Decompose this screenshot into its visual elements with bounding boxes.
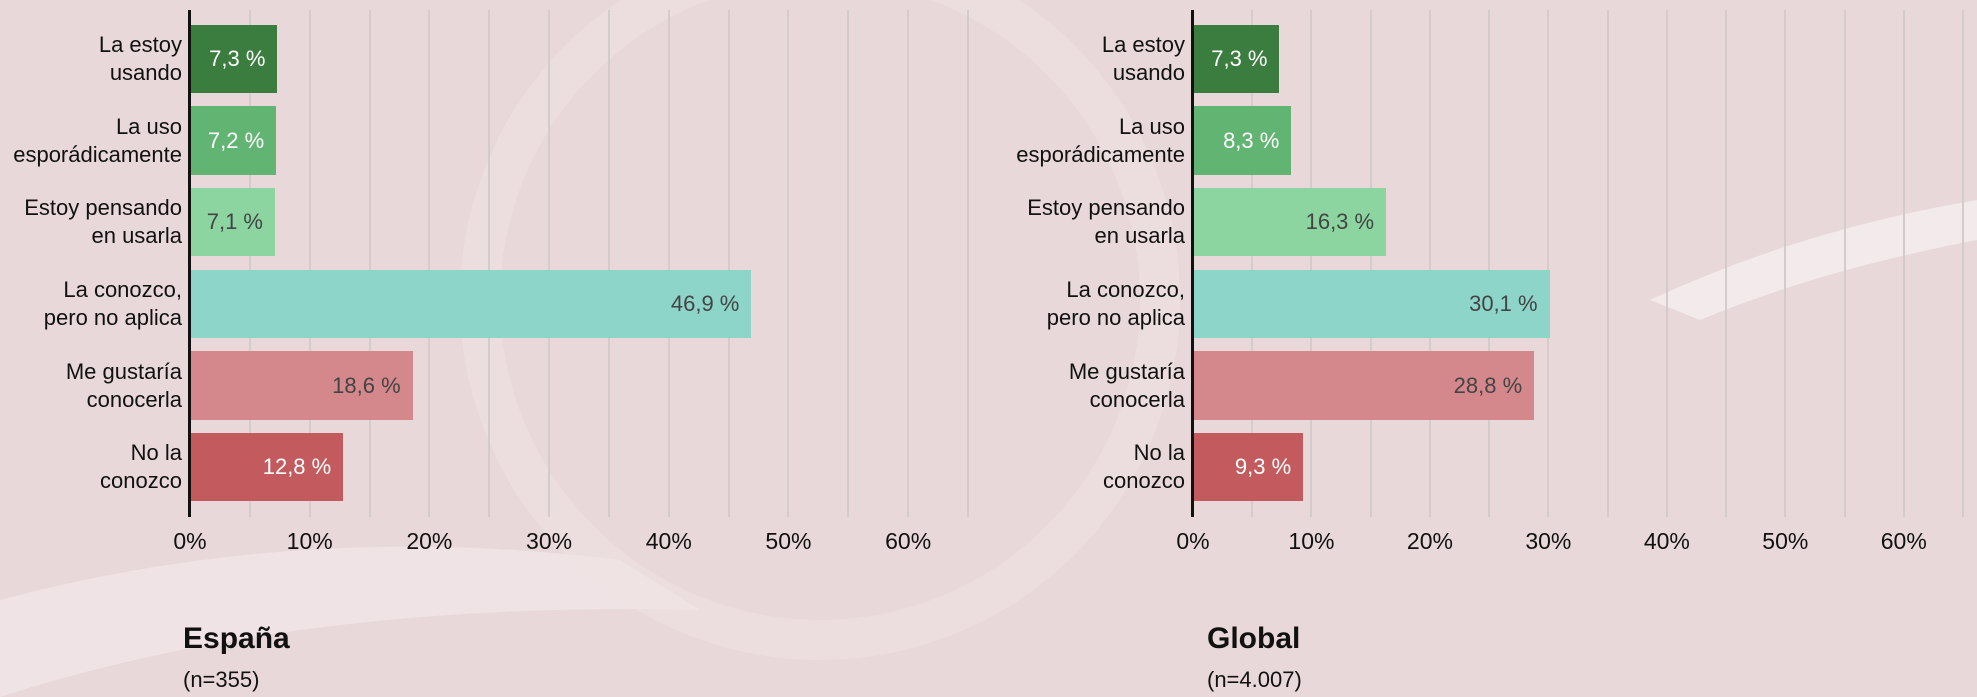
grid-line	[1488, 10, 1491, 517]
chart-subtitle: (n=355)	[183, 667, 260, 692]
category-label: La uso esporádicamente	[13, 113, 182, 167]
grid-line	[1902, 10, 1905, 517]
value-label: 30,1 %	[1469, 290, 1538, 316]
x-tick-label: 40%	[1643, 528, 1690, 554]
bar	[1193, 187, 1387, 257]
grid-line	[607, 10, 610, 517]
category-label: Me gustaría conocerla	[1068, 358, 1185, 412]
bar	[190, 351, 413, 420]
axis-line	[188, 10, 191, 517]
grid-line	[1310, 10, 1313, 517]
x-tick-label: 30%	[526, 528, 573, 554]
grid-line	[667, 10, 670, 517]
value-label: 16,3 %	[1305, 209, 1375, 235]
grid-line	[787, 10, 790, 517]
grid-line	[1251, 10, 1254, 517]
bar	[190, 24, 278, 94]
value-label: 8,3 %	[1223, 127, 1280, 153]
grid-line	[907, 10, 910, 517]
bar	[190, 269, 752, 339]
bar	[1193, 269, 1550, 339]
category-label: La conozco, pero no aplica	[1046, 276, 1185, 330]
grid-line	[1962, 10, 1964, 517]
bar	[190, 187, 275, 257]
category-label: La uso esporádicamente	[1016, 113, 1185, 167]
x-tick-label: 0%	[173, 528, 207, 554]
x-tick-label: 20%	[406, 528, 453, 554]
bar	[1193, 432, 1304, 502]
x-tick-label: 60%	[885, 528, 932, 554]
bar	[1193, 351, 1535, 420]
grid-line	[428, 10, 431, 517]
grid-line	[1606, 10, 1609, 517]
x-tick-label: 40%	[645, 528, 692, 554]
category-label: Estoy pensando en usarla	[24, 195, 182, 249]
grid-line	[308, 10, 311, 517]
category-label: No la conozco	[1103, 440, 1185, 494]
category-label: No la conozco	[100, 440, 182, 494]
category-label: La estoy usando	[98, 31, 182, 85]
grid-line	[1547, 10, 1550, 517]
value-label: 18,6 %	[332, 372, 401, 398]
grid-line	[727, 10, 730, 517]
grid-line	[1725, 10, 1728, 517]
x-tick-label: 60%	[1880, 528, 1927, 554]
x-tick-label: 0%	[1176, 528, 1210, 554]
grid-line	[1369, 10, 1372, 517]
grid-line	[488, 10, 491, 517]
x-tick-label: 20%	[1406, 528, 1453, 554]
grid-line	[967, 10, 969, 517]
x-tick-label: 50%	[765, 528, 812, 554]
value-label: 46,9 %	[670, 290, 740, 316]
chart-title: Global	[1207, 622, 1301, 655]
grid-line	[1665, 10, 1668, 517]
category-label: Estoy pensando en usarla	[1027, 195, 1185, 249]
x-tick-label: 50%	[1762, 528, 1809, 554]
grid-line	[548, 10, 551, 517]
value-label: 12,8 %	[262, 454, 332, 480]
grid-line	[1843, 10, 1846, 517]
grid-line	[1784, 10, 1787, 517]
category-label: La estoy usando	[1101, 31, 1185, 85]
bar	[190, 432, 344, 502]
value-label: 9,3 %	[1234, 454, 1292, 480]
x-tick-label: 10%	[286, 528, 333, 554]
value-label: 7,2 %	[207, 127, 265, 153]
axis-line	[1191, 10, 1194, 517]
chart-subtitle: (n=4.007)	[1207, 667, 1302, 692]
chart-title: España	[183, 622, 290, 655]
grid-line	[248, 10, 251, 517]
value-label: 7,3 %	[209, 45, 266, 71]
value-label: 7,1 %	[206, 209, 263, 235]
category-label: Me gustaría conocerla	[65, 358, 182, 412]
grid-line	[368, 10, 371, 517]
bar	[1193, 106, 1292, 175]
value-label: 28,8 %	[1453, 372, 1523, 398]
value-label: 7,3 %	[1211, 45, 1268, 71]
bar	[1193, 24, 1280, 94]
bar	[190, 106, 277, 175]
grid-line	[847, 10, 850, 517]
x-tick-label: 30%	[1525, 528, 1572, 554]
category-label: La conozco, pero no aplica	[43, 276, 182, 330]
x-tick-label: 10%	[1288, 528, 1335, 554]
grid-line	[1428, 10, 1431, 517]
